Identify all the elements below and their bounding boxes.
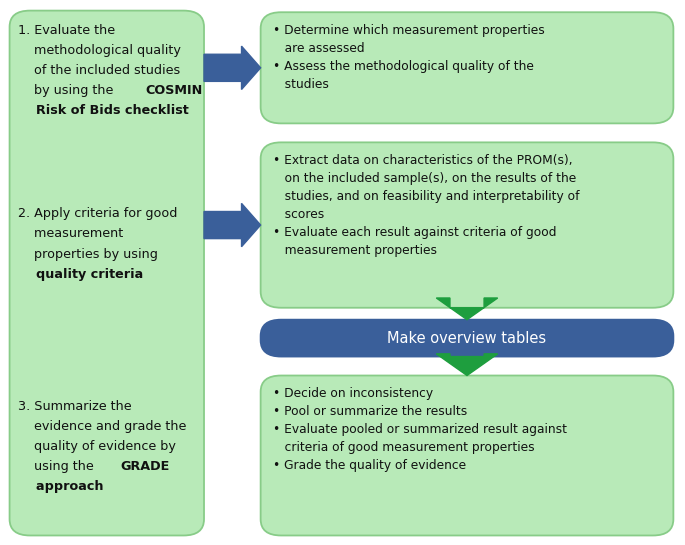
Text: 2. Apply criteria for good: 2. Apply criteria for good <box>18 208 177 220</box>
Text: measurement: measurement <box>18 227 123 240</box>
Text: scores: scores <box>273 208 324 221</box>
FancyArrow shape <box>204 203 260 247</box>
FancyBboxPatch shape <box>260 12 673 123</box>
Text: • Pool or summarize the results: • Pool or summarize the results <box>273 405 467 419</box>
FancyBboxPatch shape <box>10 10 204 536</box>
Text: • Evaluate pooled or summarized result against: • Evaluate pooled or summarized result a… <box>273 423 567 436</box>
Text: • Determine which measurement properties: • Determine which measurement properties <box>273 24 545 37</box>
Text: approach: approach <box>18 480 103 493</box>
Text: measurement properties: measurement properties <box>273 244 437 257</box>
FancyBboxPatch shape <box>260 142 673 308</box>
Text: are assessed: are assessed <box>273 42 364 55</box>
Text: on the included sample(s), on the results of the: on the included sample(s), on the result… <box>273 172 576 185</box>
Text: • Decide on inconsistency: • Decide on inconsistency <box>273 387 433 401</box>
Text: Risk of Bids checklist: Risk of Bids checklist <box>18 105 188 117</box>
Text: studies: studies <box>273 78 329 91</box>
Text: quality of evidence by: quality of evidence by <box>18 440 175 453</box>
FancyArrow shape <box>204 46 260 89</box>
FancyBboxPatch shape <box>260 376 673 536</box>
Text: • Grade the quality of evidence: • Grade the quality of evidence <box>273 459 466 472</box>
Text: COSMIN: COSMIN <box>145 84 203 98</box>
Text: of the included studies: of the included studies <box>18 64 180 77</box>
Text: 1. Evaluate the: 1. Evaluate the <box>18 24 115 37</box>
Text: using the: using the <box>18 460 97 473</box>
Text: GRADE: GRADE <box>121 460 169 473</box>
Text: • Extract data on characteristics of the PROM(s),: • Extract data on characteristics of the… <box>273 154 573 167</box>
Text: Make overview tables: Make overview tables <box>388 331 547 346</box>
FancyArrow shape <box>436 298 498 320</box>
Text: by using the: by using the <box>18 84 117 98</box>
FancyArrow shape <box>436 354 498 376</box>
Text: methodological quality: methodological quality <box>18 44 181 57</box>
Text: evidence and grade the: evidence and grade the <box>18 420 186 433</box>
Text: • Evaluate each result against criteria of good: • Evaluate each result against criteria … <box>273 226 556 239</box>
Text: criteria of good measurement properties: criteria of good measurement properties <box>273 441 534 454</box>
Text: studies, and on feasibility and interpretability of: studies, and on feasibility and interpre… <box>273 190 580 203</box>
Text: quality criteria: quality criteria <box>18 268 143 281</box>
Text: • Assess the methodological quality of the: • Assess the methodological quality of t… <box>273 60 534 73</box>
Text: properties by using: properties by using <box>18 247 158 261</box>
Text: 3. Summarize the: 3. Summarize the <box>18 400 132 413</box>
FancyBboxPatch shape <box>260 320 673 356</box>
